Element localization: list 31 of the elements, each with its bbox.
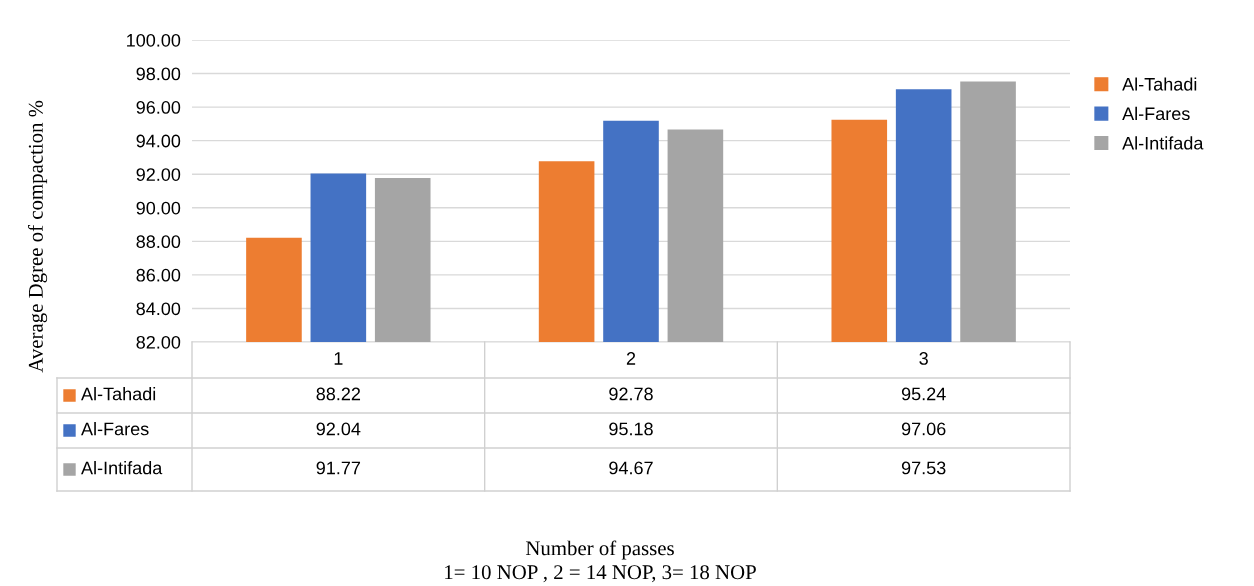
y-tick-label: 88.00	[136, 235, 181, 249]
text: Al-Fares	[81, 422, 149, 436]
legend-label: Al-Tahadi	[81, 387, 156, 401]
y-tick-label: 92.00	[136, 168, 181, 181]
data-label: 97.53	[901, 461, 946, 475]
y-tick-label: 82.00	[136, 335, 181, 349]
data-label: 92.78	[609, 387, 653, 401]
x-tick-label: 1	[334, 352, 343, 365]
legend-label: Al-Fares	[1122, 106, 1190, 121]
y-tick-label: 100.00	[127, 33, 181, 47]
data-label: 92.04	[316, 422, 361, 436]
x-tick-label: 2	[626, 352, 636, 365]
text: Al-Tahadi	[1122, 77, 1197, 91]
data-label: 95.18	[609, 422, 653, 436]
y-tick-label: 98.00	[136, 67, 181, 81]
text: Number of passes	[525, 540, 674, 560]
y-tick-label: 90.00	[136, 201, 181, 215]
data-label: 97.06	[901, 422, 946, 436]
y-tick-label: 86.00	[136, 268, 181, 282]
y-tick-label: 84.00	[136, 302, 181, 316]
text: 1= 10 NOP , 2 = 14 NOP, 3= 18 NOP	[445, 565, 756, 583]
x-tick-label: 3	[919, 352, 928, 365]
y-axis-title: Average Dgree of compaction %	[27, 100, 48, 373]
legend-label: Al-Intifada	[1122, 136, 1204, 150]
y-tick-label: 94.00	[136, 134, 181, 148]
data-label: 94.67	[609, 461, 653, 475]
data-label: 88.22	[316, 387, 361, 401]
text: Al-Intifada	[81, 461, 163, 475]
y-tick-label: 96.00	[136, 101, 181, 114]
data-label: 91.77	[316, 461, 361, 475]
data-label: 95.24	[901, 387, 946, 401]
